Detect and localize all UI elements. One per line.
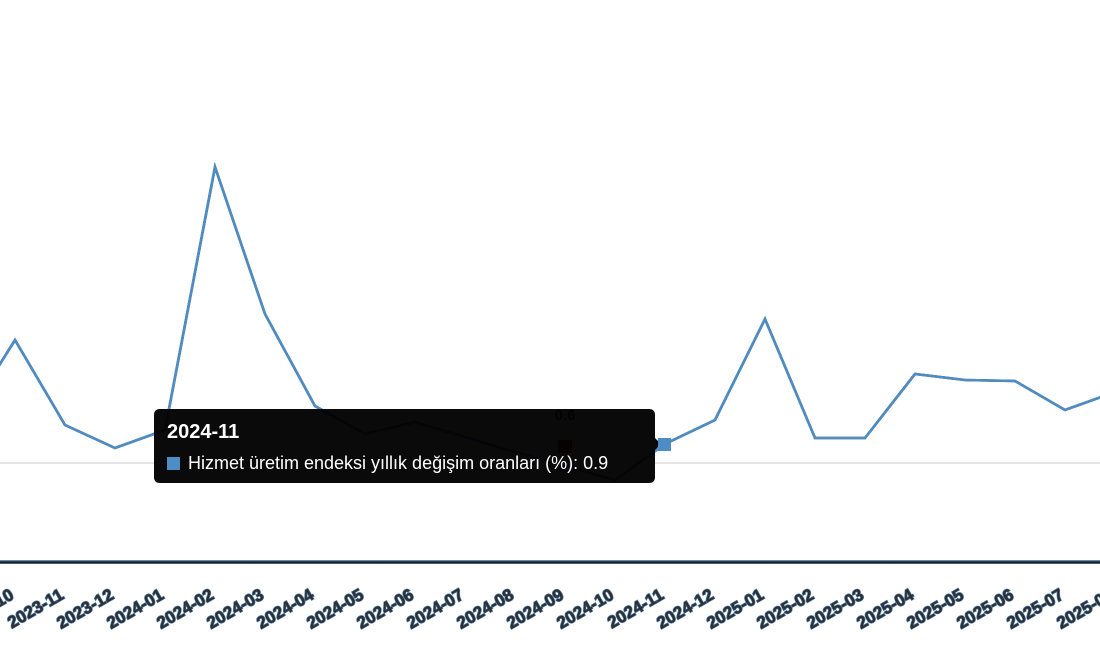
svg-text:2024-02: 2024-02 [153, 585, 217, 633]
svg-text:2024-09: 2024-09 [503, 585, 567, 633]
svg-text:2024-01: 2024-01 [103, 585, 167, 633]
svg-text:2024-03: 2024-03 [203, 585, 267, 633]
svg-text:2024-10: 2024-10 [553, 585, 617, 633]
svg-text:2025-06: 2025-06 [953, 585, 1017, 633]
svg-text:2024-08: 2024-08 [453, 585, 517, 633]
svg-text:2025-07: 2025-07 [1003, 585, 1067, 633]
svg-text:2024-12: 2024-12 [653, 585, 717, 633]
svg-text:2025-03: 2025-03 [803, 585, 867, 633]
svg-text:2024-07: 2024-07 [403, 585, 467, 633]
svg-text:2025-05: 2025-05 [903, 585, 967, 633]
svg-text:2025-01: 2025-01 [703, 585, 767, 633]
svg-text:2023-12: 2023-12 [53, 585, 117, 633]
svg-text:2025-02: 2025-02 [753, 585, 817, 633]
svg-text:2024-05: 2024-05 [303, 585, 367, 633]
svg-text:2024-06: 2024-06 [353, 585, 417, 633]
